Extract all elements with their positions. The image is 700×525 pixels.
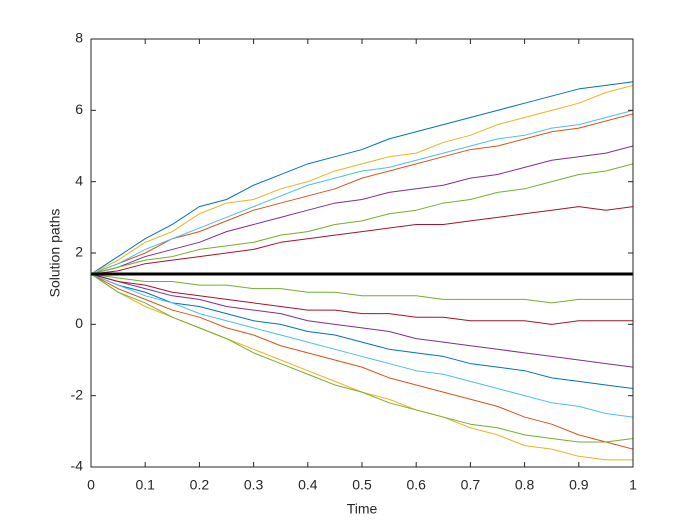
solution-path: [91, 163, 633, 275]
y-tick-label: -2: [71, 386, 84, 402]
solution-path: [91, 273, 633, 368]
solution-path: [91, 113, 633, 275]
solution-path: [91, 273, 633, 450]
solution-path: [91, 145, 633, 275]
y-axis-label: Solution paths: [47, 209, 63, 298]
solution-path: [91, 273, 633, 418]
x-tick-label: 0.5: [352, 477, 372, 493]
x-tick-label: 1: [629, 477, 637, 493]
solution-path: [91, 84, 633, 275]
y-tick-label: 2: [75, 244, 83, 260]
solution-path: [91, 109, 633, 275]
x-tick-label: 0.7: [461, 477, 481, 493]
solution-path: [91, 273, 633, 443]
solution-path: [91, 273, 633, 304]
solution-path: [91, 206, 633, 275]
solution-path: [91, 81, 633, 275]
solution-path: [91, 273, 633, 325]
x-tick-label: 0: [87, 477, 95, 493]
y-tick-label: -4: [71, 458, 84, 474]
y-tick-label: 8: [75, 30, 83, 46]
x-tick-label: 0.2: [190, 477, 210, 493]
y-tick-label: 6: [75, 101, 83, 117]
x-tick-label: 0.3: [244, 477, 264, 493]
x-tick-label: 0.8: [515, 477, 535, 493]
y-tick-label: 4: [75, 172, 83, 188]
solution-path: [91, 273, 633, 390]
x-tick-label: 0.1: [135, 477, 155, 493]
x-tick-label: 0.6: [406, 477, 426, 493]
x-tick-label: 0.9: [569, 477, 589, 493]
y-tick-label: 0: [75, 315, 83, 331]
x-tick-label: 0.4: [298, 477, 318, 493]
x-axis-label: Time: [347, 501, 378, 517]
